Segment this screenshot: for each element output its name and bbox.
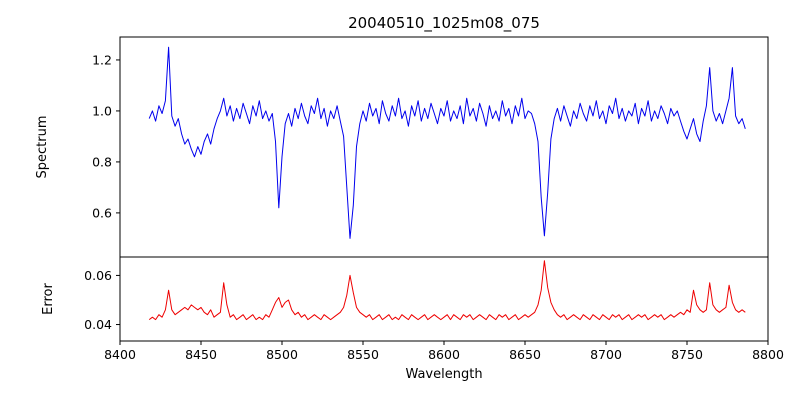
x-axis-label: Wavelength [405,367,482,382]
spectrum-panel-ticks: 0.6 0.8 1.0 1.2 [92,52,120,220]
error-panel: 0.04 0.06 8400 8450 8500 8550 8600 8650 8700 8750… [84,256,784,362]
y-tick-label: 1.0 [92,103,112,118]
error-line [148,260,746,321]
x-tick-label: 8800 [752,347,784,362]
y-tick-label: 0.06 [84,268,112,283]
y-axis-label-spectrum: Spectrum [35,116,50,179]
spectrum-panel: 0.6 0.8 1.0 1.2 [92,36,769,258]
x-tick-label: 8550 [347,347,379,362]
x-tick-label: 8450 [185,347,217,362]
error-panel-frame [119,256,769,342]
spectrum-panel-frame [119,36,769,258]
spectrum-line [148,46,746,239]
x-tick-label: 8700 [590,347,622,362]
x-tick-label: 8500 [266,347,298,362]
x-tick-label: 8400 [104,347,136,362]
x-tick-label: 8750 [671,347,703,362]
y-tick-label: 1.2 [92,52,112,67]
x-tick-label: 8600 [428,347,460,362]
error-panel-ticks: 0.04 0.06 8400 8450 8500 8550 8600 8650 8700 8750… [84,268,784,362]
y-tick-label: 0.6 [92,205,112,220]
plot-title: 20040510_1025m08_075 [348,14,540,33]
y-tick-label: 0.8 [92,154,112,169]
x-tick-label: 8650 [509,347,541,362]
y-tick-label: 0.04 [84,317,112,332]
y-axis-label-error: Error [41,283,56,315]
